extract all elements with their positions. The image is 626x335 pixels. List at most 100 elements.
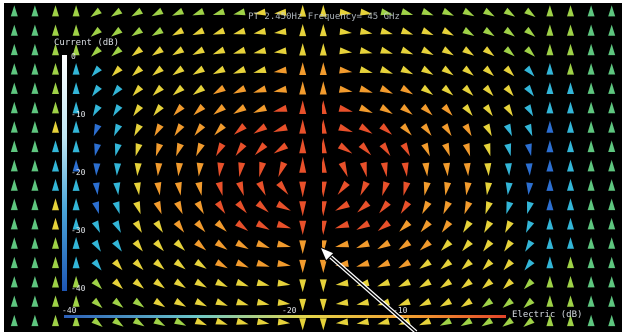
field-arrow — [460, 297, 473, 308]
field-arrow — [567, 5, 574, 17]
field-arrow — [276, 200, 291, 211]
field-arrow — [253, 85, 267, 93]
field-arrow — [193, 103, 206, 116]
field-arrow — [92, 182, 100, 195]
field-arrow — [482, 65, 494, 77]
field-arrow — [195, 181, 203, 196]
field-arrow — [523, 278, 535, 290]
field-arrow — [72, 237, 80, 249]
field-arrow — [233, 66, 247, 74]
field-arrow — [463, 220, 473, 233]
electric-tick-1: -20 — [282, 306, 297, 315]
field-arrow — [31, 217, 39, 230]
field-arrow — [608, 140, 616, 152]
field-arrow — [31, 101, 39, 114]
field-arrow — [380, 46, 393, 54]
field-arrow — [114, 163, 122, 176]
field-arrow — [379, 200, 391, 214]
field-arrow — [587, 63, 595, 75]
field-arrow — [192, 46, 205, 55]
field-arrow — [235, 278, 249, 287]
field-arrow — [587, 82, 595, 94]
field-arrow — [151, 46, 164, 56]
field-arrow — [319, 259, 327, 273]
field-arrow — [153, 220, 163, 233]
field-arrow — [524, 123, 533, 137]
field-arrow — [608, 63, 616, 75]
field-arrow — [299, 4, 307, 17]
field-arrow — [31, 179, 39, 191]
probe-line-core — [323, 250, 417, 332]
field-arrow — [52, 24, 59, 36]
field-arrow — [608, 256, 616, 269]
field-arrow — [114, 143, 122, 157]
current-tick-2: -20 — [71, 168, 86, 177]
field-arrow — [546, 5, 554, 17]
field-arrow — [10, 314, 18, 327]
field-arrow — [72, 101, 80, 114]
field-arrow — [400, 104, 413, 115]
field-arrow — [31, 5, 39, 17]
field-arrow — [441, 84, 454, 96]
field-arrow — [113, 182, 121, 196]
field-arrow — [484, 163, 492, 176]
field-arrow — [567, 256, 574, 269]
field-arrow — [482, 278, 494, 289]
current-colorbar-label: Current (dB) — [54, 38, 119, 48]
field-arrow — [132, 278, 144, 289]
field-arrow — [172, 65, 185, 76]
field-arrow — [253, 104, 267, 113]
field-arrow — [502, 317, 514, 327]
field-arrow — [10, 217, 18, 230]
field-arrow — [462, 123, 472, 137]
field-arrow — [196, 162, 204, 177]
field-arrow — [134, 163, 142, 176]
field-arrow — [52, 178, 59, 191]
field-arrow — [10, 276, 18, 288]
field-arrow — [31, 43, 39, 56]
field-arrow — [91, 297, 103, 309]
field-arrow — [174, 123, 185, 137]
field-arrow — [299, 43, 307, 56]
field-arrow — [360, 8, 373, 16]
field-arrow — [276, 240, 291, 248]
field-arrow — [587, 295, 595, 307]
field-arrow — [338, 85, 353, 93]
field-arrow — [10, 198, 18, 211]
field-arrow — [212, 27, 226, 35]
field-arrow — [482, 84, 494, 97]
field-arrow — [153, 200, 162, 215]
field-arrow — [546, 178, 554, 191]
field-arrow — [72, 314, 80, 327]
field-arrow — [135, 143, 143, 157]
field-arrow — [299, 119, 307, 134]
field-arrow — [377, 220, 391, 231]
field-arrow — [398, 298, 411, 306]
field-arrow — [131, 27, 144, 37]
field-arrow — [421, 142, 430, 157]
field-arrow — [253, 66, 267, 73]
field-arrow — [587, 5, 595, 17]
field-arrow — [299, 201, 307, 217]
field-arrow — [133, 201, 141, 215]
field-arrow — [524, 7, 536, 18]
field-arrow — [587, 43, 595, 56]
field-arrow — [153, 239, 164, 252]
field-arrow — [132, 317, 145, 327]
field-arrow — [212, 84, 226, 95]
field-arrow — [420, 123, 432, 136]
field-arrow — [379, 66, 393, 74]
field-arrow — [460, 317, 473, 327]
field-arrow — [52, 237, 59, 249]
electric-colorbar: -40 -20 -10 Electric (dB) — [62, 306, 582, 320]
field-arrow — [464, 182, 472, 196]
field-arrow — [173, 298, 187, 307]
field-arrow — [399, 219, 412, 232]
field-arrow — [502, 297, 514, 308]
field-arrow — [113, 104, 123, 117]
probe-pointer — [319, 246, 418, 332]
field-arrow — [192, 84, 206, 95]
field-arrow — [152, 65, 164, 76]
field-arrow — [72, 5, 80, 17]
field-arrow — [608, 5, 616, 17]
